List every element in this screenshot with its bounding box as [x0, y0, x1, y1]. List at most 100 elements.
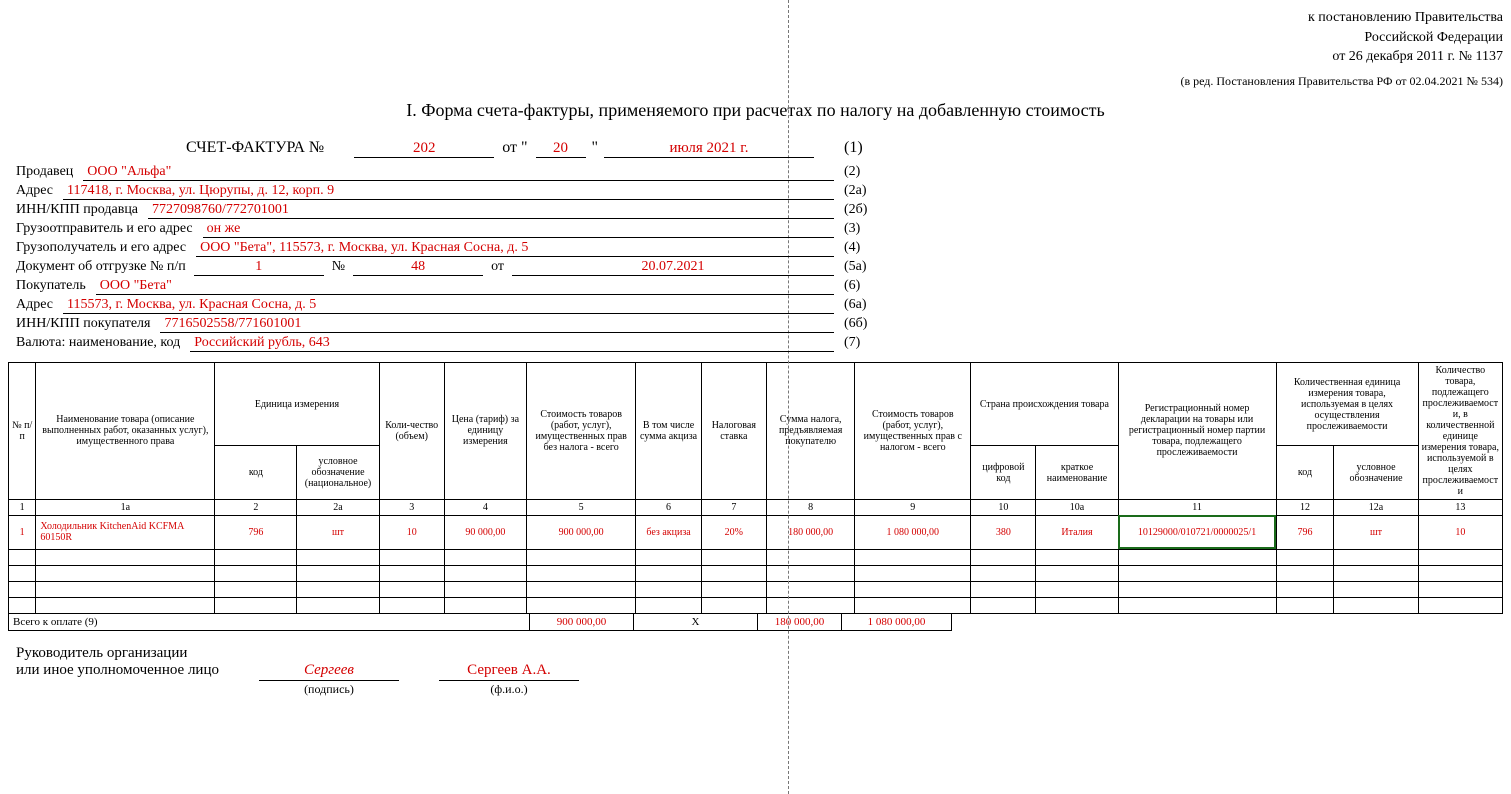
fio-caption: (ф.и.о.) [490, 682, 527, 696]
th-origin: Страна происхождения товара [971, 362, 1118, 446]
shipment-nlabel: № [332, 259, 345, 275]
field-label: Продавец [16, 164, 73, 180]
th-name: Наименование товара (описание выполненны… [36, 362, 215, 499]
field-ref: (6) [844, 278, 876, 294]
totals-sum-no-tax: 900 000,00 [530, 614, 634, 631]
field-label: Адрес [16, 183, 53, 199]
cell-qqty: 10 [1418, 515, 1502, 549]
field-value: 117418, г. Москва, ул. Цюрупы, д. 12, ко… [63, 183, 834, 200]
cell-name: Холодильник KitchenAid KCFMA 60150R [36, 515, 215, 549]
field-value: он же [203, 221, 834, 238]
shipment-label: Документ об отгрузке № п/п [16, 259, 186, 275]
cell-sum-no-tax: 900 000,00 [526, 515, 635, 549]
field-row: Адрес 117418, г. Москва, ул. Цюрупы, д. 1… [16, 183, 876, 200]
colnum-cell: 2а [297, 499, 379, 515]
th-qunit: Количественная единица измерения товара,… [1276, 362, 1418, 446]
field-label: ИНН/КПП продавца [16, 202, 138, 218]
field-ref: (2а) [844, 183, 876, 199]
field-label: Грузополучатель и его адрес [16, 240, 186, 256]
cell-qcode: 796 [1276, 515, 1334, 549]
cell-sum-with-tax: 1 080 000,00 [855, 515, 971, 549]
signature-value: Сергеев [259, 662, 399, 681]
field-value: 115573, г. Москва, ул. Красная Сосна, д.… [63, 297, 834, 314]
field-ref: (6а) [844, 297, 876, 313]
cell-tax: 180 000,00 [766, 515, 854, 549]
decree-line3: от 26 декабря 2011 г. № 1137 [8, 47, 1503, 67]
th-sum-no-tax: Стоимость товаров (работ, услуг), имущес… [526, 362, 635, 499]
field-label: Валюта: наименование, код [16, 335, 180, 351]
invoice-table: № п/п Наименование товара (описание выпо… [8, 362, 1503, 614]
invoice-label: СЧЕТ-ФАКТУРА № [186, 139, 324, 157]
field-ref: (2) [844, 164, 876, 180]
field-value: 7727098760/772701001 [148, 202, 834, 219]
field-row: Грузоотправитель и его адресон же(3) [16, 221, 876, 238]
field-row: Грузополучатель и его адрес ООО "Бета", 1… [16, 240, 876, 257]
cell-unit: шт [297, 515, 379, 549]
field-value: ООО "Альфа" [83, 164, 834, 181]
table-row [9, 597, 1503, 613]
invoice-quote2: " [592, 139, 599, 157]
colnum-cell: 9 [855, 499, 971, 515]
th-unit: Единица измерения [215, 362, 379, 446]
cell-rate: 20% [701, 515, 766, 549]
th-excise: В том числе сумма акциза [636, 362, 701, 499]
th-price: Цена (тариф) за единицу измерения [444, 362, 526, 499]
field-row: Покупатель ООО "Бета" (6) [16, 278, 876, 295]
decree-sub: (в ред. Постановления Правительства РФ о… [8, 73, 1503, 90]
th-qcode: код [1276, 446, 1334, 499]
th-rate: Налоговая ставка [701, 362, 766, 499]
field-label: ИНН/КПП покупателя [16, 316, 150, 332]
th-decl: Регистрационный номер декларации на това… [1118, 362, 1276, 499]
field-ref: (2б) [844, 202, 876, 218]
cell-country-code: 380 [971, 515, 1036, 549]
invoice-number-row: СЧЕТ-ФАКТУРА № 202 от " 20 " июля 2021 г… [186, 139, 876, 158]
invoice-header-block: СЧЕТ-ФАКТУРА № 202 от " 20 " июля 2021 г… [16, 139, 876, 352]
field-row: Продавец ООО "Альфа" (2) [16, 164, 876, 181]
th-sum-with-tax: Стоимость товаров (работ, услуг), имущес… [855, 362, 971, 499]
th-qunit-sym: условное обозначение [1334, 446, 1418, 499]
colnum-cell: 11 [1118, 499, 1276, 515]
colnum-cell: 7 [701, 499, 766, 515]
cell-qunit: шт [1334, 515, 1418, 549]
sign-title-2: или иное уполномоченное лицо [16, 662, 219, 679]
colnum-cell: 4 [444, 499, 526, 515]
th-code: код [215, 446, 297, 499]
shipment-date: 20.07.2021 [512, 259, 834, 276]
th-tax: Сумма налога, предъявляемая покупателю [766, 362, 854, 499]
totals-x: Х [634, 614, 758, 631]
field-value: ООО "Бета", 115573, г. Москва, ул. Красн… [196, 240, 834, 257]
shipment-ref: (5а) [844, 259, 876, 275]
field-value: ООО "Бета" [96, 278, 834, 295]
colnum-cell: 3 [379, 499, 444, 515]
colnum-cell: 12 [1276, 499, 1334, 515]
cell-excise: без акциза [636, 515, 701, 549]
cell-n: 1 [9, 515, 36, 549]
sign-title-1: Руководитель организации [16, 645, 1503, 662]
colnum-cell: 2 [215, 499, 297, 515]
invoice-monthyear: июля 2021 г. [604, 140, 814, 158]
fio-value: Сергеев А.А. [439, 662, 579, 681]
colnum-cell: 5 [526, 499, 635, 515]
signature-block: Руководитель организации или иное уполно… [16, 645, 1503, 698]
field-row: ИНН/КПП покупателя7716502558/771601001(6… [16, 316, 876, 333]
field-row: ИНН/КПП продавца 7727098760/772701001 (2б) [16, 202, 876, 219]
cell-country: Италия [1036, 515, 1118, 549]
colnum-cell: 8 [766, 499, 854, 515]
signature-field: Сергеев (подпись) [259, 662, 399, 698]
th-n: № п/п [9, 362, 36, 499]
field-ref: (7) [844, 335, 876, 351]
totals-row: Всего к оплате (9) 900 000,00 Х 180 000,… [8, 614, 1503, 631]
decree-header: к постановлению Правительства Российской… [8, 8, 1503, 90]
colnum-cell: 10а [1036, 499, 1118, 515]
colnum-cell: 1а [36, 499, 215, 515]
th-country-code: цифровой код [971, 446, 1036, 499]
colnum-cell: 13 [1418, 499, 1502, 515]
table-row [9, 549, 1503, 565]
colnum-cell: 10 [971, 499, 1036, 515]
field-ref: (4) [844, 240, 876, 256]
colnum-cell: 6 [636, 499, 701, 515]
th-qqty: Количество товара, подлежащего прослежив… [1418, 362, 1502, 499]
field-label: Покупатель [16, 278, 86, 294]
shipment-pp: 1 [194, 259, 324, 276]
field-value: Российский рубль, 643 [190, 335, 834, 352]
